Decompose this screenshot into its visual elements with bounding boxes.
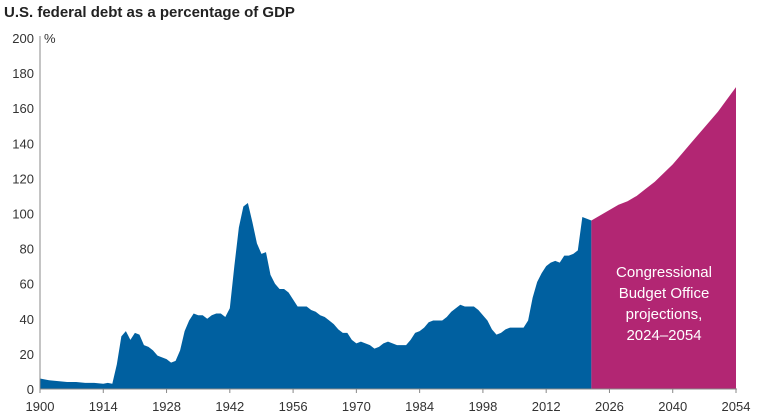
x-tick-label: 1900	[26, 399, 55, 414]
y-tick-label: 20	[20, 347, 34, 362]
y-tick-label: 140	[12, 136, 34, 151]
annotation-line: Budget Office	[619, 285, 710, 302]
y-tick-label: 60	[20, 277, 34, 292]
y-tick-label: 120	[12, 171, 34, 186]
x-tick-label: 1942	[215, 399, 244, 414]
chart-title: U.S. federal debt as a percentage of GDP	[4, 4, 295, 21]
annotation-line: projections,	[626, 306, 703, 323]
projection-annotation: Congressional Budget Office projections, 20…	[616, 264, 712, 344]
projection-area	[591, 87, 736, 389]
y-tick-label: 40	[20, 312, 34, 327]
annotation-line: Congressional	[616, 264, 712, 281]
y-tick-label: 160	[12, 101, 34, 116]
x-tick-label: 2012	[532, 399, 561, 414]
y-tick-label: 180	[12, 66, 34, 81]
y-tick-label: 0	[27, 382, 34, 397]
annotation-line: 2024–2054	[626, 327, 701, 344]
y-tick-label: 100	[12, 207, 34, 222]
y-tick-label: 200	[12, 31, 34, 46]
x-tick-label: 2054	[722, 399, 751, 414]
x-tick-label: 1928	[152, 399, 181, 414]
x-tick-label: 1998	[468, 399, 497, 414]
x-tick-label: 2026	[595, 399, 624, 414]
y-unit-label: %	[44, 31, 56, 46]
x-tick-label: 1914	[89, 399, 118, 414]
historical-area	[40, 202, 592, 389]
x-tick-label: 1970	[342, 399, 371, 414]
y-tick-label: 80	[20, 242, 34, 257]
x-tick-label: 1984	[405, 399, 434, 414]
x-tick-label: 1956	[279, 399, 308, 414]
x-tick-label: 2040	[658, 399, 687, 414]
